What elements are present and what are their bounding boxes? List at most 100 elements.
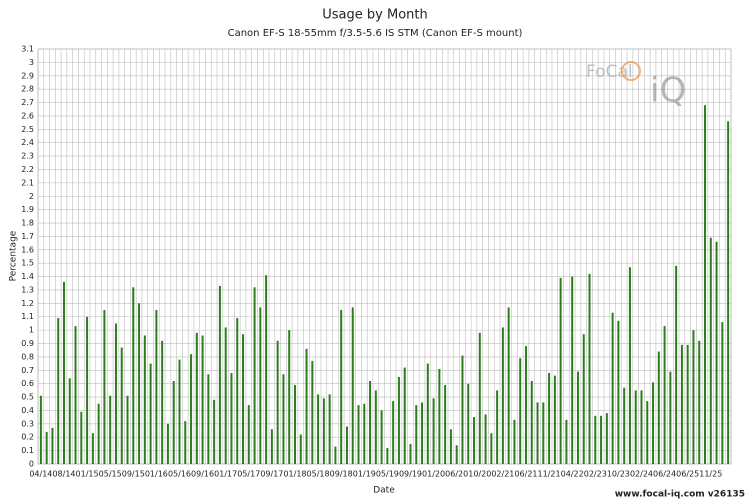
bar (588, 273, 591, 464)
bar (392, 401, 395, 464)
x-tick-label: 05/16 (168, 470, 191, 479)
bar (432, 398, 435, 464)
bar (265, 275, 268, 464)
x-tick-label: 09/17 (260, 470, 283, 479)
bar (415, 405, 418, 464)
bar (565, 419, 568, 464)
bar (114, 323, 117, 464)
x-tick-label: 01/18 (283, 470, 306, 479)
x-tick-label: 01/16 (145, 470, 168, 479)
y-tick-label: 2 (29, 192, 34, 201)
bar (351, 307, 354, 464)
bar (213, 399, 216, 464)
bar (692, 330, 695, 464)
bar (166, 423, 169, 464)
bar (698, 340, 701, 464)
y-tick-label: 2.3 (21, 152, 34, 161)
bar (721, 322, 724, 464)
x-tick-label: 11/21 (538, 470, 561, 479)
bar (582, 334, 585, 464)
bar (51, 427, 54, 464)
bar (184, 421, 187, 464)
bar (363, 403, 366, 464)
x-tick-label: 05/15 (99, 470, 122, 479)
bar (91, 433, 94, 464)
bar (328, 394, 331, 464)
x-tick-label: 02/24 (630, 470, 653, 479)
y-tick-label: 1.2 (21, 299, 34, 308)
bar (340, 310, 343, 464)
bar (484, 414, 487, 464)
bar (519, 358, 522, 464)
y-tick-label: 0.9 (21, 339, 34, 348)
y-axis-label: Percentage (9, 230, 19, 281)
bar (594, 415, 597, 464)
bar (236, 318, 239, 464)
y-tick-label: 1.6 (21, 245, 34, 254)
watermark: FoCal iQ (586, 61, 686, 111)
y-tick-label: 1.7 (21, 232, 34, 241)
bar (380, 410, 383, 464)
bar (686, 344, 689, 464)
x-tick-label: 02/21 (491, 470, 514, 479)
bar (478, 332, 481, 464)
bar (600, 415, 603, 464)
bar (675, 265, 678, 464)
bar (403, 367, 406, 464)
bar (259, 307, 262, 464)
bar (680, 344, 683, 464)
x-tick-label: 06/21 (514, 470, 537, 479)
bar (138, 303, 141, 464)
bar (190, 354, 193, 464)
bar (374, 390, 377, 464)
bar (507, 307, 510, 464)
bar (461, 355, 464, 464)
bar (345, 426, 348, 464)
bar (449, 429, 452, 464)
bar (57, 318, 60, 464)
bar (652, 382, 655, 464)
y-tick-label: 0 (29, 460, 34, 469)
x-tick-label: 05/19 (376, 470, 399, 479)
plot-area: 0 0.1 0.2 0.3 0.4 0.5 0.6 0.7 0.8 0.9 1 1.1 1.2 1.3 1.… (21, 45, 732, 479)
y-tick-label: 1.5 (21, 259, 34, 268)
bar (513, 419, 516, 464)
bar (524, 346, 527, 464)
bar (317, 394, 320, 464)
bar (161, 340, 164, 464)
x-tick-label: 01/17 (214, 470, 237, 479)
bar (149, 363, 152, 464)
y-tick-label: 2.1 (21, 178, 34, 187)
bar (715, 241, 718, 464)
bar (496, 390, 499, 464)
y-tick-label: 1.8 (21, 219, 34, 228)
bar (207, 374, 210, 464)
x-tick-label: 09/16 (191, 470, 214, 479)
x-tick-label: 05/17 (237, 470, 260, 479)
bar (242, 334, 245, 464)
y-tick-label: 2.4 (21, 138, 34, 147)
bar (669, 371, 672, 464)
y-tick-label: 3.1 (21, 45, 34, 54)
bar (253, 287, 256, 464)
y-tick-label: 1.9 (21, 205, 34, 214)
bar (126, 395, 129, 464)
x-tick-label: 06/20 (445, 470, 468, 479)
x-tick-label: 09/19 (399, 470, 422, 479)
bar (155, 310, 158, 464)
y-tick-label: 0.8 (21, 352, 34, 361)
bar (74, 326, 77, 464)
bar (657, 351, 660, 464)
x-tick-label: 04/22 (561, 470, 584, 479)
bar (421, 402, 424, 464)
y-tick-label: 0.6 (21, 379, 34, 388)
y-tick-label: 1 (29, 326, 34, 335)
x-tick-label: 01/15 (76, 470, 99, 479)
bar (322, 398, 325, 464)
bar (334, 446, 337, 464)
bar (473, 417, 476, 464)
bar (455, 445, 458, 464)
bar (132, 287, 135, 464)
bar (727, 121, 730, 465)
